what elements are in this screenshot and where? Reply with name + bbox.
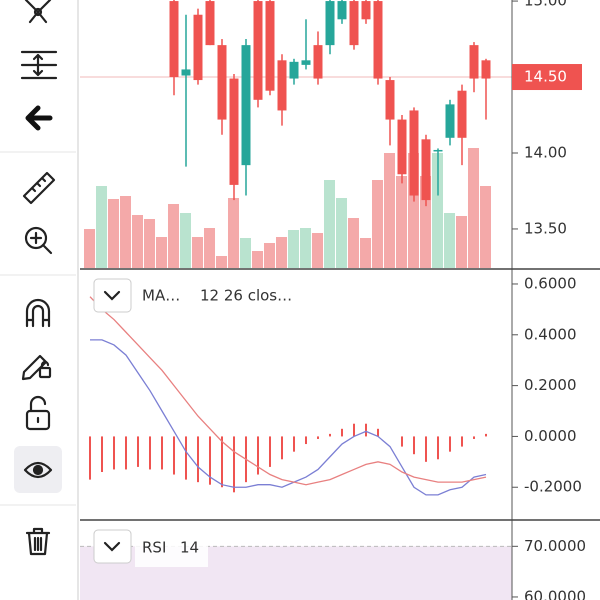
volume-bar <box>300 228 311 268</box>
y-tick-label: -0.2000 <box>524 478 582 496</box>
macd-legend: MA… 12 26 clos… <box>93 278 292 313</box>
volume-bar <box>240 238 251 268</box>
candle-body <box>373 1 383 79</box>
pattern-tool[interactable] <box>24 0 52 24</box>
volume-bar <box>192 237 203 268</box>
candle-body <box>265 1 275 91</box>
legend-name: RSI <box>142 539 166 557</box>
candle-body <box>169 1 179 78</box>
candle-body <box>253 1 263 100</box>
back-arrow[interactable] <box>25 105 53 131</box>
candle-body <box>289 61 299 79</box>
volume-bar <box>432 153 443 268</box>
y-tick-label: 0.6000 <box>524 274 577 292</box>
candle-body <box>277 60 287 111</box>
candle-body <box>241 45 251 166</box>
legend-name: MA… <box>142 287 180 305</box>
collapse-button[interactable] <box>93 529 132 564</box>
candle-body <box>229 78 239 185</box>
magnet-tool[interactable] <box>25 298 51 328</box>
legend-params: 14 <box>180 539 199 557</box>
volume-bar <box>288 230 299 268</box>
candle-body <box>217 45 227 120</box>
candle-body <box>301 60 311 65</box>
y-tick-label: 14.00 <box>524 143 567 161</box>
volume-bar <box>372 180 383 268</box>
unlock[interactable] <box>25 395 51 431</box>
candle-body <box>469 45 479 79</box>
candle-body <box>409 110 419 196</box>
last-price-label: 14.50 <box>524 68 567 86</box>
volume-bar <box>468 148 479 268</box>
macd-line <box>89 296 487 486</box>
volume-bar <box>420 176 431 268</box>
candle-body <box>421 139 431 201</box>
price-axis-bg <box>512 0 600 600</box>
candle-body <box>385 80 395 120</box>
volume-bar <box>168 204 179 268</box>
y-tick-label: 0.2000 <box>524 376 577 394</box>
lock-drawing[interactable] <box>21 354 52 381</box>
legend-params: 12 26 clos… <box>200 287 292 305</box>
y-tick-label: 60.0000 <box>524 587 586 600</box>
volume-bar <box>204 228 215 268</box>
volume-bar <box>456 216 467 268</box>
fib-tool[interactable] <box>20 50 58 80</box>
candle-body <box>433 149 443 152</box>
candle-body <box>445 104 455 138</box>
volume-bar <box>360 238 371 268</box>
candle-body <box>325 1 335 46</box>
candle-body <box>193 14 203 81</box>
volume-bar <box>264 243 275 268</box>
candle-body <box>361 1 371 20</box>
volume-bar <box>144 219 155 268</box>
volume-bar <box>228 198 239 268</box>
volume-bar <box>96 186 107 268</box>
candle-body <box>313 45 323 79</box>
toolbar <box>0 0 79 600</box>
candle-body <box>481 60 491 79</box>
candle-body <box>457 90 467 138</box>
volume-bar <box>324 180 335 268</box>
volume-bar <box>216 256 227 268</box>
volume-bar <box>480 186 491 268</box>
volume-bar <box>156 237 167 268</box>
volume-bar <box>84 229 95 268</box>
visibility[interactable] <box>23 461 53 479</box>
candle-body <box>397 119 407 175</box>
y-tick-label: 13.50 <box>524 219 567 237</box>
volume-bar <box>108 199 119 268</box>
collapse-button[interactable] <box>93 278 132 313</box>
macd-line <box>90 339 487 496</box>
volume-bar <box>132 215 143 268</box>
last-price-box <box>512 64 582 91</box>
volume-bar <box>396 176 407 268</box>
candle-body <box>337 1 347 20</box>
candle-body <box>349 1 359 46</box>
y-tick-label: 0.0000 <box>524 427 577 445</box>
y-tick-label: 15.00 <box>524 0 567 10</box>
candle-body <box>181 69 191 76</box>
y-tick-label: 0.4000 <box>524 325 577 343</box>
y-tick-label: 70.0000 <box>524 537 586 555</box>
volume-bar <box>120 196 131 268</box>
volume-bar <box>180 213 191 268</box>
volume-bar <box>276 237 287 268</box>
macd-panel <box>89 296 487 496</box>
zoom-tool[interactable] <box>24 226 53 255</box>
volume-bar <box>252 251 263 268</box>
volume-bar <box>444 213 455 268</box>
rsi-legend: RSI 14 <box>93 529 208 567</box>
volume-bar <box>384 153 395 268</box>
candlestick-panel <box>80 0 512 268</box>
candle-body <box>205 1 215 46</box>
volume-bar <box>408 153 419 268</box>
volume-bar <box>336 198 347 268</box>
volume-bar <box>312 233 323 268</box>
delete[interactable] <box>25 527 51 556</box>
volume-bar <box>348 218 359 268</box>
ruler-tool[interactable] <box>22 171 56 205</box>
